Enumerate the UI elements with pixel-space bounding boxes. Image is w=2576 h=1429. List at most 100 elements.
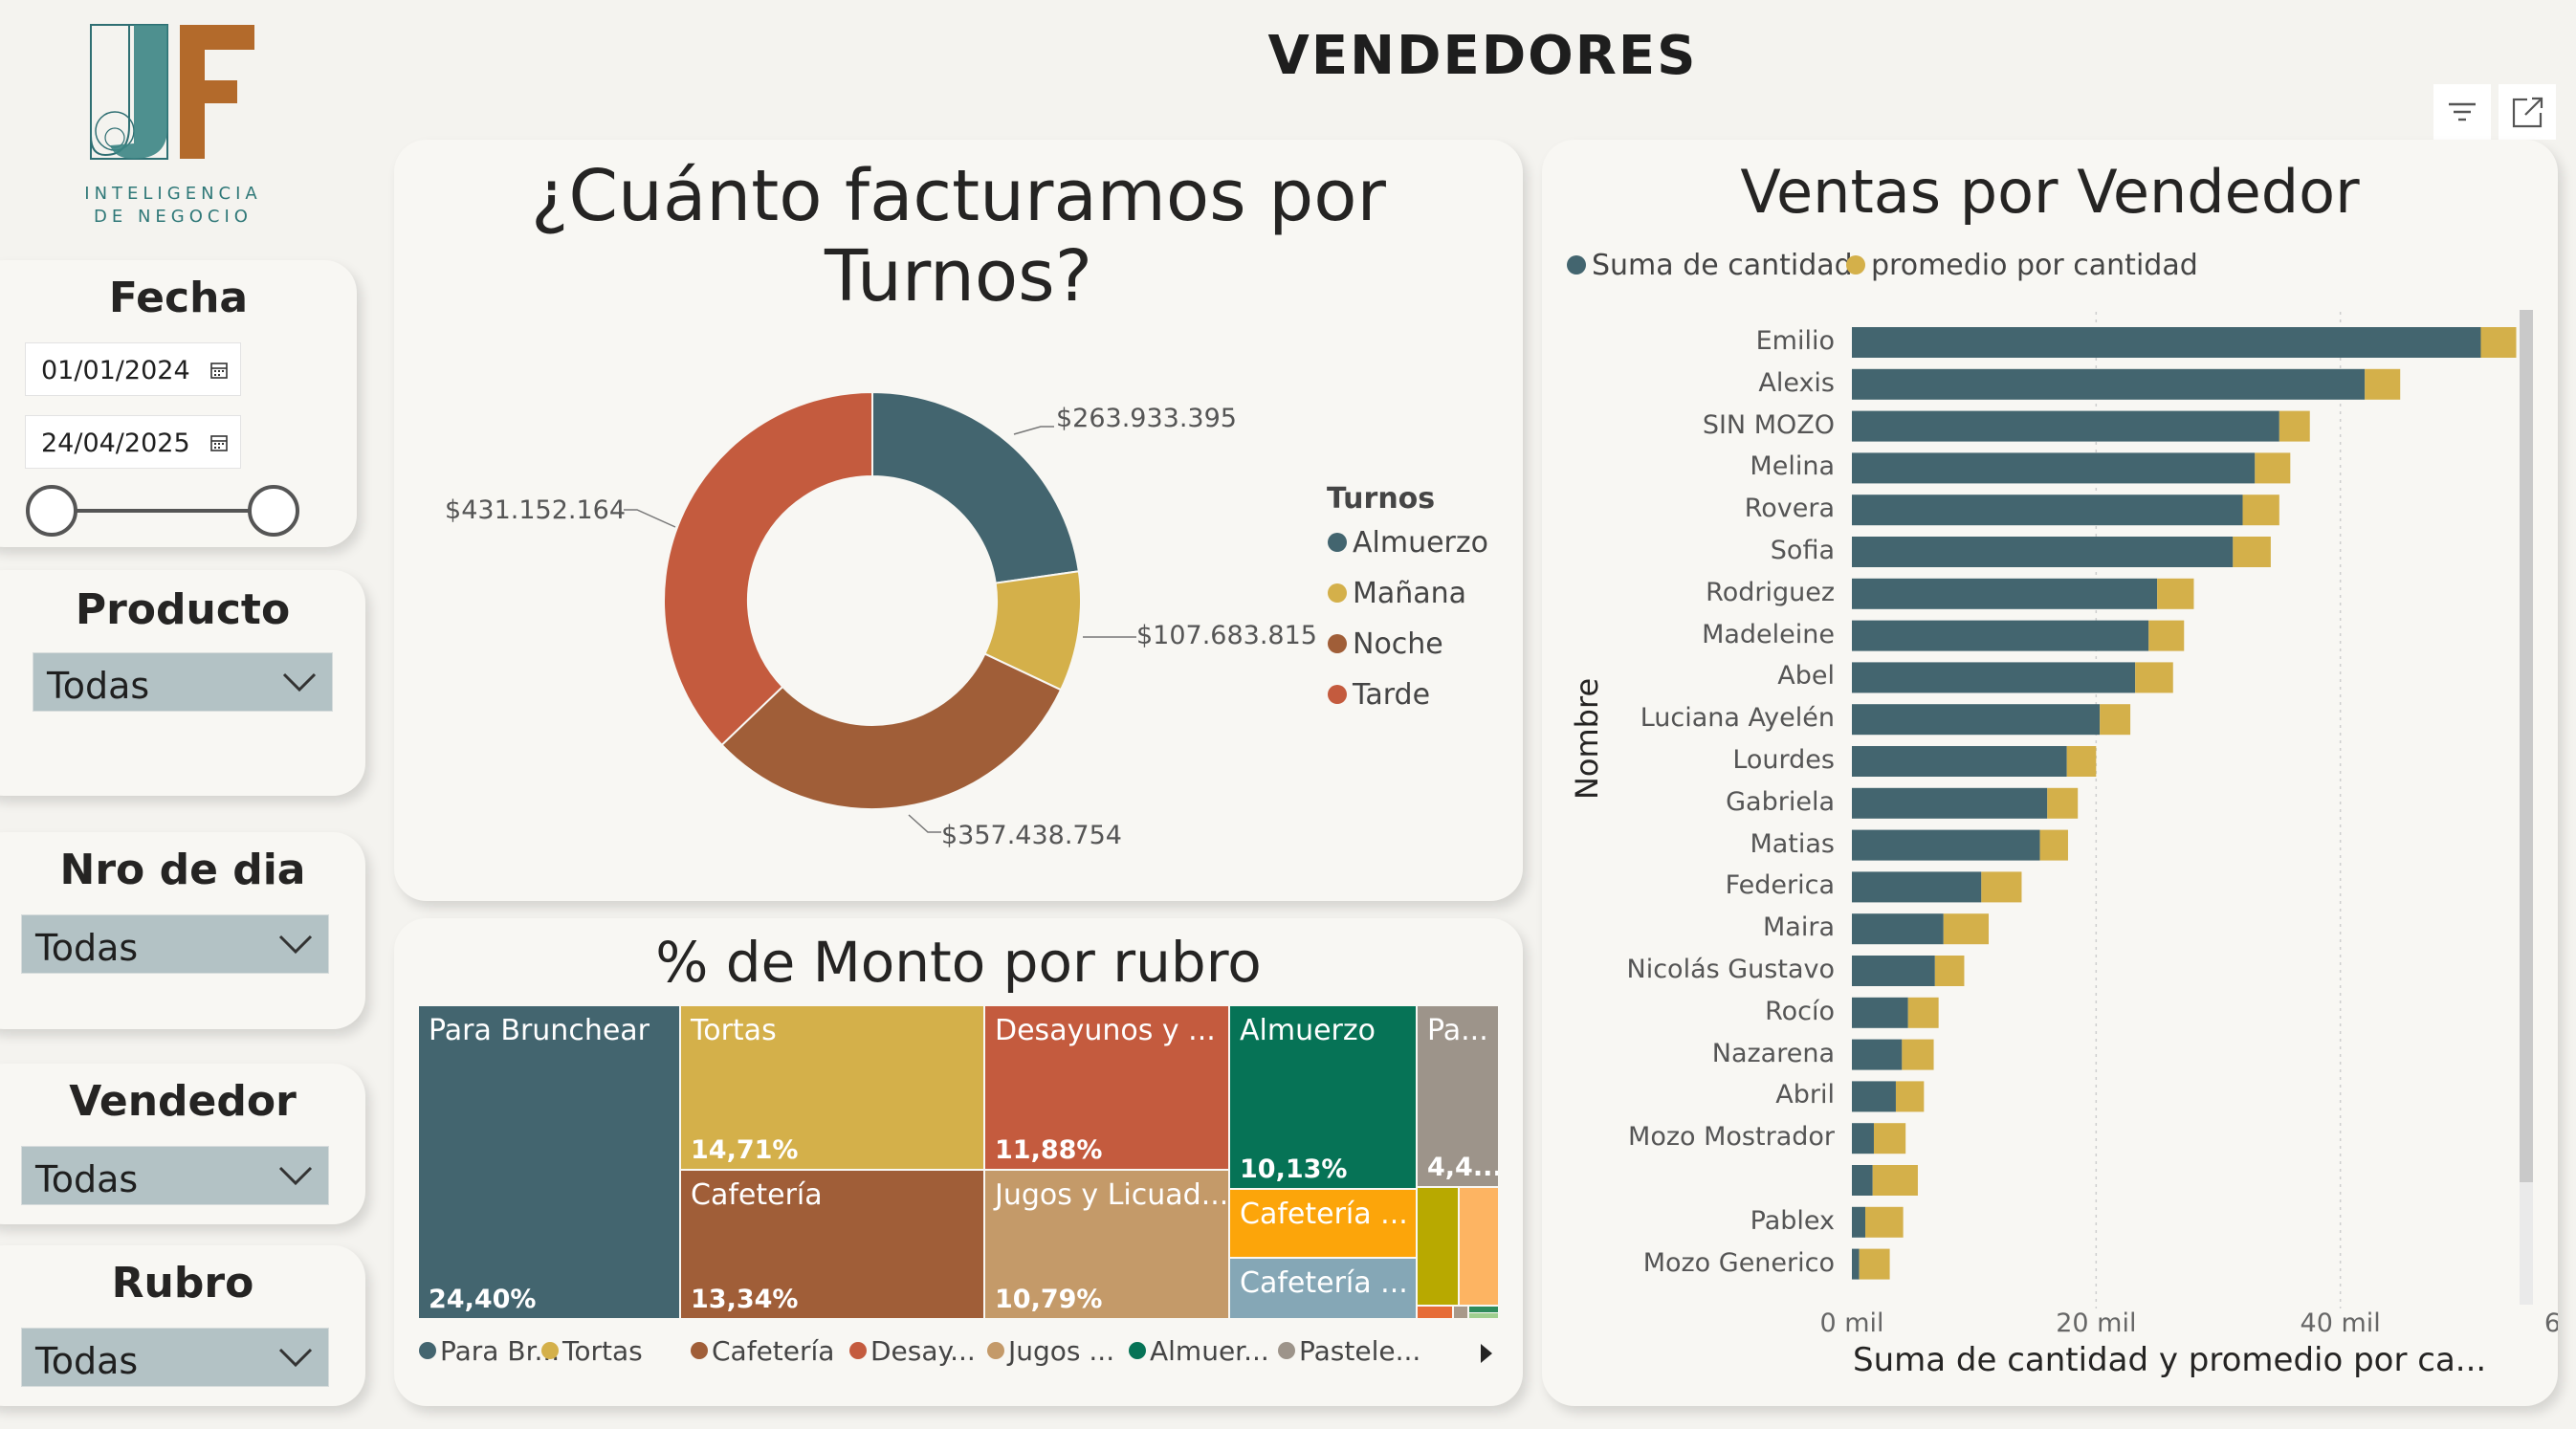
bar-suma-cantidad[interactable] [1852, 1248, 1860, 1280]
bar-suma-cantidad[interactable] [1852, 1165, 1873, 1196]
bar-promedio-cantidad[interactable] [1873, 1123, 1906, 1154]
bar-suma-cantidad[interactable] [1852, 578, 2158, 609]
bar-suma-cantidad[interactable] [1852, 537, 2234, 567]
legend-item-noche[interactable]: Noche [1328, 627, 1443, 661]
scrollbar-thumb[interactable] [2520, 310, 2533, 1182]
treemap-legend-item[interactable]: Almuer... [1129, 1335, 1269, 1367]
treemap-cell[interactable]: Almuerzo 10,13% [1230, 1006, 1416, 1188]
treemap-cell[interactable]: Jugos y Licuad... 10,79% [985, 1171, 1228, 1318]
treemap-legend-item[interactable]: Desay... [849, 1335, 976, 1367]
bar-promedio-cantidad[interactable] [1943, 913, 1989, 945]
bar-promedio-cantidad[interactable] [2255, 452, 2291, 484]
filter-button[interactable] [2433, 84, 2491, 140]
bar-suma-cantidad[interactable] [1852, 327, 2481, 358]
x-axis-title: Suma de cantidad y promedio por ca... [1853, 1341, 2487, 1379]
bar-promedio-cantidad[interactable] [1865, 1206, 1904, 1238]
bar-promedio-cantidad[interactable] [2066, 746, 2097, 777]
treemap-cell-small[interactable] [1469, 1307, 1498, 1312]
bar-promedio-cantidad[interactable] [2047, 787, 2079, 819]
bar-promedio-cantidad[interactable] [2135, 662, 2173, 693]
treemap-legend-item[interactable]: Pastele... [1278, 1335, 1420, 1367]
bar-suma-cantidad[interactable] [1852, 620, 2149, 651]
treemap-cell[interactable]: Tortas 14,71% [681, 1006, 983, 1169]
bar-suma-cantidad[interactable] [1852, 1081, 1896, 1112]
bar-suma-cantidad[interactable] [1852, 787, 2048, 819]
bar-promedio-cantidad[interactable] [2233, 537, 2271, 567]
bar-promedio-cantidad[interactable] [2279, 410, 2310, 442]
y-category-label: Gabriela [1726, 786, 1835, 817]
legend-label: Para Br... [440, 1335, 561, 1367]
producto-dropdown[interactable]: Todas [33, 652, 333, 712]
legend-item-tarde[interactable]: Tarde [1328, 678, 1430, 712]
bar-promedio-cantidad[interactable] [2157, 578, 2194, 609]
treemap-legend-item[interactable]: Para Br... [419, 1335, 560, 1367]
treemap-cell[interactable]: Cafetería ... [1230, 1259, 1416, 1318]
bar-promedio-cantidad[interactable] [2480, 327, 2517, 358]
bar-legend-item[interactable]: Suma de cantidad [1567, 249, 1853, 282]
y-category-label: Lourdes [1732, 745, 1835, 775]
bar-suma-cantidad[interactable] [1852, 1123, 1874, 1154]
treemap-cell[interactable]: Desayunos y ... 11,88% [985, 1006, 1228, 1169]
bar-promedio-cantidad[interactable] [1902, 1039, 1934, 1070]
legend-item-mañana[interactable]: Mañana [1328, 577, 1466, 610]
bar-suma-cantidad[interactable] [1852, 704, 2101, 736]
bar-promedio-cantidad[interactable] [2148, 620, 2185, 651]
bar-suma-cantidad[interactable] [1852, 452, 2256, 484]
bar-suma-cantidad[interactable] [1852, 956, 1935, 986]
bar-promedio-cantidad[interactable] [1859, 1248, 1890, 1280]
bar-promedio-cantidad[interactable] [1872, 1165, 1918, 1196]
date-start-input[interactable]: 01/01/2024 [25, 342, 241, 396]
bar-promedio-cantidad[interactable] [1895, 1081, 1925, 1112]
donut-slice-almuerzo[interactable] [871, 390, 1080, 584]
bar-suma-cantidad[interactable] [1852, 495, 2243, 526]
bar-suma-cantidad[interactable] [1852, 410, 2279, 442]
bar-promedio-cantidad[interactable] [2100, 704, 2131, 736]
legend-item-almuerzo[interactable]: Almuerzo [1328, 526, 1488, 560]
treemap-cell-small[interactable] [1460, 1188, 1498, 1305]
bar-suma-cantidad[interactable] [1852, 871, 1982, 903]
bar-promedio-cantidad[interactable] [1934, 956, 1965, 986]
donut-slice-tarde[interactable] [663, 390, 873, 747]
bar-promedio-cantidad[interactable] [1907, 997, 1939, 1028]
treemap-cell-small[interactable] [1469, 1313, 1498, 1318]
range-slider-end-handle[interactable] [248, 485, 299, 537]
calendar-icon[interactable] [209, 433, 229, 452]
bar-suma-cantidad[interactable] [1852, 829, 2040, 861]
scrollbar-track[interactable] [2520, 310, 2533, 1305]
treemap-cell[interactable]: Pa... 4,4... [1418, 1006, 1498, 1186]
bar-promedio-cantidad[interactable] [2365, 368, 2401, 400]
slicer-producto-title: Producto [75, 585, 291, 634]
rubro-dropdown[interactable]: Todas [21, 1328, 329, 1387]
legend-next-arrow-icon[interactable] [1475, 1339, 1498, 1368]
treemap-cell-percent: 10,79% [995, 1285, 1103, 1314]
calendar-icon[interactable] [209, 361, 229, 380]
treemap-legend-item[interactable]: Tortas [541, 1335, 643, 1367]
donut-slice-noche[interactable] [720, 652, 1063, 810]
bar-suma-cantidad[interactable] [1852, 1206, 1866, 1238]
bar-suma-cantidad[interactable] [1852, 662, 2136, 693]
bar-promedio-cantidad[interactable] [2039, 829, 2068, 861]
treemap-legend-item[interactable]: Cafetería [691, 1335, 834, 1367]
bar-suma-cantidad[interactable] [1852, 368, 2366, 400]
treemap-cell-small[interactable] [1418, 1188, 1458, 1305]
treemap-cell[interactable]: Para Brunchear 24,40% [419, 1006, 679, 1318]
x-tick-label: 20 mil [2056, 1308, 2136, 1338]
range-slider-start-handle[interactable] [26, 485, 77, 537]
treemap-legend-item[interactable]: Jugos ... [987, 1335, 1114, 1367]
date-range-slider[interactable] [25, 482, 302, 539]
treemap-cell-small[interactable] [1454, 1307, 1467, 1318]
nro-dia-dropdown[interactable]: Todas [21, 914, 329, 974]
treemap-cell[interactable]: Cafetería 13,34% [681, 1171, 983, 1318]
focus-mode-button[interactable] [2499, 84, 2556, 140]
bar-promedio-cantidad[interactable] [1981, 871, 2022, 903]
bar-suma-cantidad[interactable] [1852, 997, 1908, 1028]
treemap-cell[interactable]: Cafetería ... [1230, 1190, 1416, 1257]
treemap-cell-small[interactable] [1418, 1307, 1452, 1318]
bar-suma-cantidad[interactable] [1852, 746, 2067, 777]
date-end-input[interactable]: 24/04/2025 [25, 415, 241, 469]
vendedor-dropdown[interactable]: Todas [21, 1146, 329, 1205]
bar-suma-cantidad[interactable] [1852, 913, 1944, 945]
bar-legend-item[interactable]: promedio por cantidad [1846, 249, 2198, 282]
bar-suma-cantidad[interactable] [1852, 1039, 1903, 1070]
bar-promedio-cantidad[interactable] [2242, 495, 2279, 526]
